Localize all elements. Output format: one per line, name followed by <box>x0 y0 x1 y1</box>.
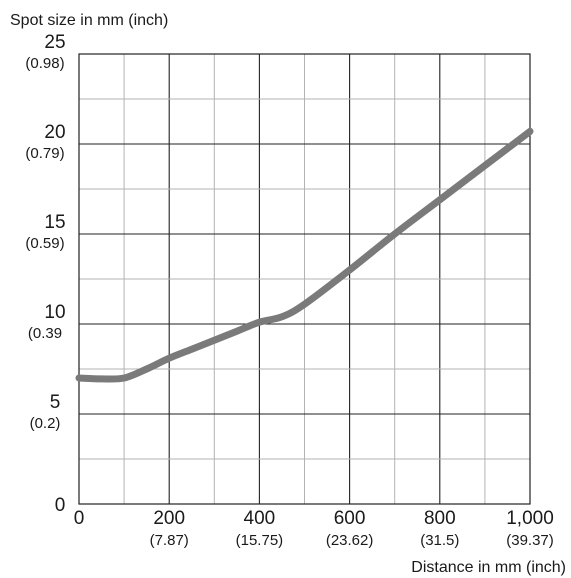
x-tick-label: 800 <box>424 508 456 529</box>
y-tick-sublabel: (0.98) <box>25 55 64 72</box>
grid <box>78 53 531 505</box>
y-tick-sublabel: (0.79) <box>25 145 64 162</box>
x-tick-label: 400 <box>244 508 276 529</box>
y-tick-label: 0 <box>55 495 66 516</box>
y-axis-title: Spot size in mm (inch) <box>10 12 168 29</box>
x-tick-label: 600 <box>334 508 366 529</box>
plot-frame <box>78 53 531 505</box>
series-layer <box>75 127 534 383</box>
series-line <box>75 127 534 383</box>
y-tick-sublabel: (0.39 <box>28 325 62 342</box>
x-tick-sublabel: (31.5) <box>420 532 459 549</box>
x-tick-label: 0 <box>74 508 85 529</box>
x-tick-sublabel: (7.87) <box>150 532 189 549</box>
x-tick-sublabel: (23.62) <box>326 532 374 549</box>
x-tick-sublabel: (39.37) <box>506 532 554 549</box>
y-tick-label: 25 <box>44 32 65 53</box>
y-tick-label: 10 <box>44 302 65 323</box>
y-tick-sublabel: (0.2) <box>30 415 61 432</box>
x-tick-label: 200 <box>153 508 185 529</box>
y-tick-sublabel: (0.59) <box>25 235 64 252</box>
x-tick-sublabel: (15.75) <box>236 532 284 549</box>
x-axis-title: Distance in mm (inch) <box>411 559 566 576</box>
y-tick-label: 20 <box>44 122 65 143</box>
y-tick-label: 15 <box>44 212 65 233</box>
y-tick-label: 5 <box>50 392 61 413</box>
x-tick-label: 1,000 <box>506 508 554 529</box>
tick-labels: 0 200(7.87)400(15.75)600(23.62)800(31.5)1… <box>25 32 553 549</box>
